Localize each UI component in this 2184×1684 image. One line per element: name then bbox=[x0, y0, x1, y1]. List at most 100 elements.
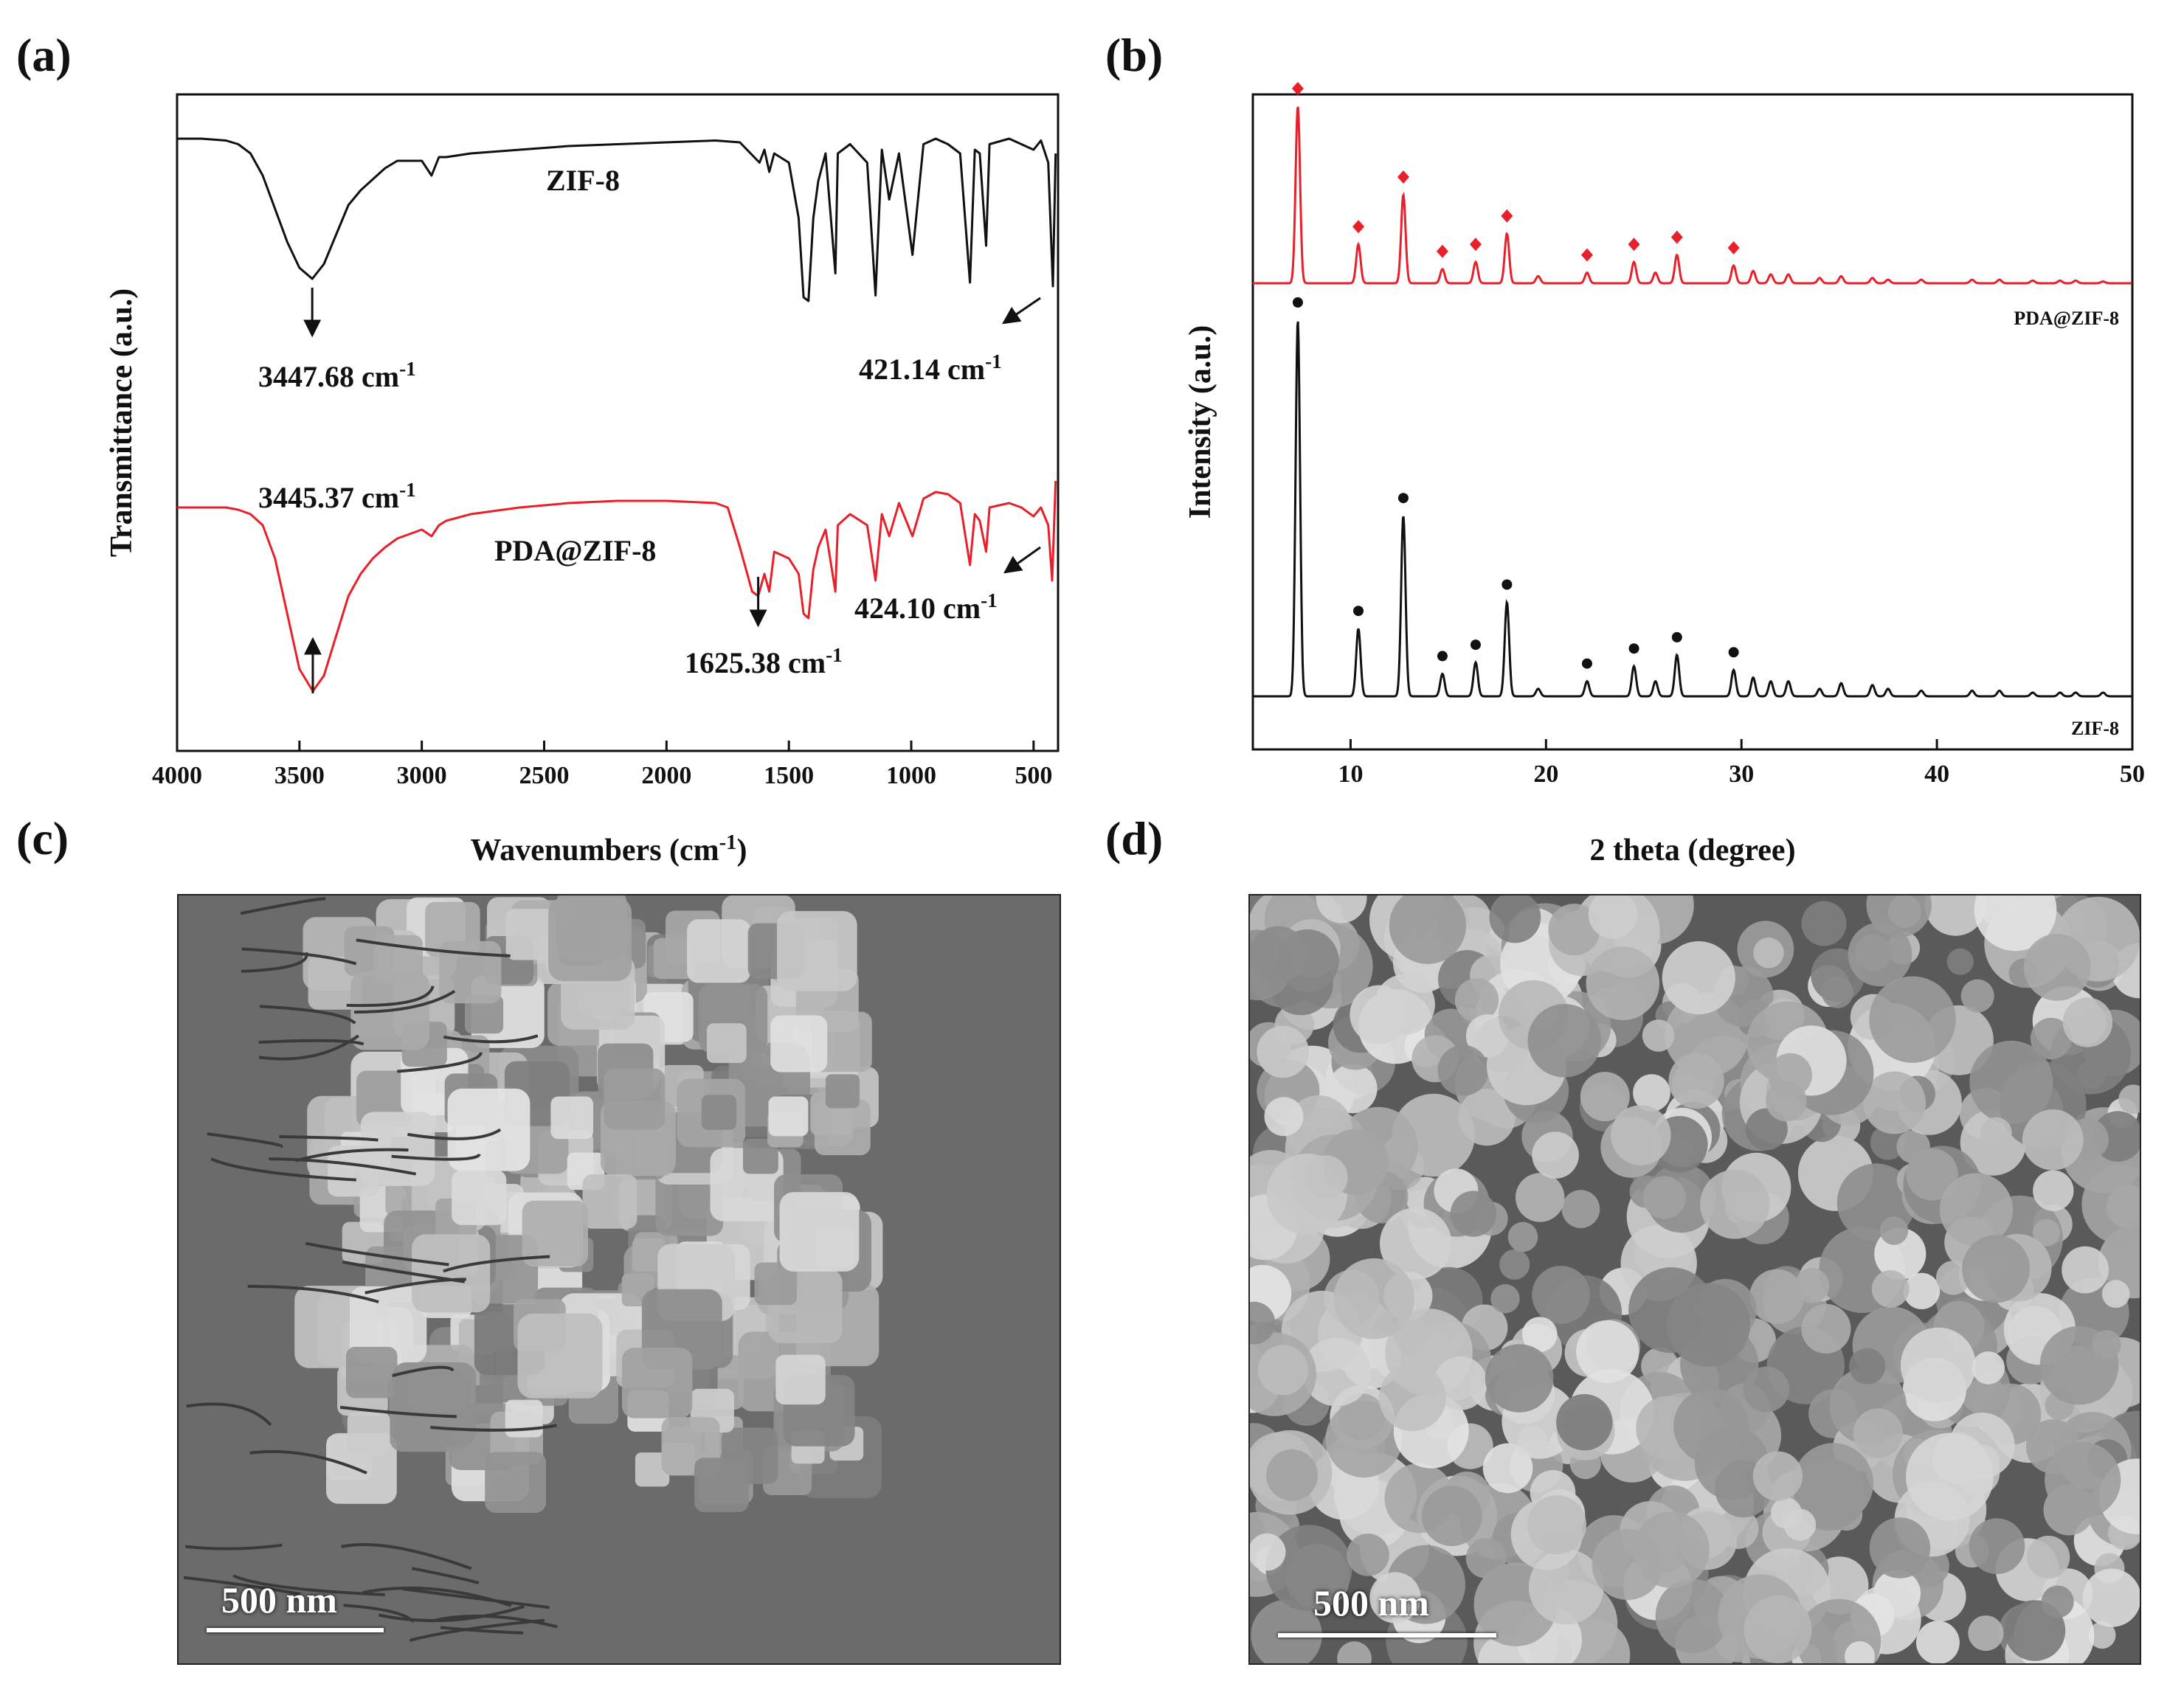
sem-particle bbox=[1770, 1497, 1803, 1529]
sem-particle bbox=[754, 1262, 798, 1306]
sem-crack bbox=[356, 938, 511, 957]
sem-particle bbox=[1437, 1044, 1489, 1096]
sem-crack bbox=[210, 1157, 356, 1182]
sem-crack bbox=[443, 1034, 539, 1044]
y-axis-title-b: Intensity (a.u.) bbox=[1183, 325, 1217, 519]
peak-marker-zif-8-7 bbox=[1628, 643, 1639, 654]
sem-particle bbox=[2098, 1226, 2140, 1299]
xrd-line-pda-zif-8 bbox=[1253, 106, 2132, 285]
sem-particle bbox=[1821, 976, 1853, 1008]
series-label-zif8-b: ZIF-8 bbox=[2071, 718, 2119, 739]
sem-particle bbox=[1250, 1533, 1286, 1571]
xrd-chart: 10 20 30 40 50 2 theta (degree) Intensity (a.u… bbox=[1183, 82, 2145, 867]
sem-particle bbox=[1962, 1235, 2031, 1303]
sem-crack bbox=[183, 1576, 301, 1596]
sem-particle bbox=[1863, 1071, 1926, 1134]
sem-particle bbox=[2022, 1109, 2084, 1171]
sem-particle bbox=[1527, 1495, 1586, 1555]
sem-particle bbox=[2032, 1219, 2061, 1247]
sem-particle bbox=[1794, 1458, 1866, 1531]
series-label-pda-zif8-b: PDA@ZIF-8 bbox=[2014, 308, 2119, 329]
sem-particle bbox=[1485, 1344, 1554, 1413]
sem-particle bbox=[1482, 1443, 1533, 1494]
sem-crack bbox=[411, 1567, 480, 1584]
sem-particle bbox=[1611, 1105, 1671, 1165]
plot-frame-b bbox=[1251, 93, 2134, 751]
sem-crack bbox=[305, 1241, 449, 1267]
x-axis-title-a: Wavenumbers (cm-1) bbox=[471, 831, 747, 868]
sem-particle bbox=[1333, 1258, 1414, 1340]
peak-marker-pda-zif-8-5 bbox=[1501, 209, 1513, 223]
y-axis-title-a: Transmittance (a.u.) bbox=[105, 288, 139, 557]
sem-particle bbox=[1304, 1155, 1348, 1199]
sem-particle bbox=[522, 1200, 588, 1267]
sem-particle bbox=[1768, 1053, 1812, 1097]
sem-particle bbox=[1633, 1074, 1670, 1112]
sem-particle bbox=[1434, 1356, 1487, 1410]
sem-particle bbox=[687, 919, 751, 983]
x-tick-label-b-3: 40 bbox=[1924, 760, 1949, 788]
sem-particle bbox=[1465, 1538, 1507, 1579]
sem-particle bbox=[621, 1348, 693, 1418]
panel-label-b: (b) bbox=[1105, 29, 1164, 81]
sem-particle bbox=[1507, 1222, 1538, 1252]
x-tick-label-b-0: 10 bbox=[1338, 760, 1363, 788]
sem-particle bbox=[2030, 1017, 2072, 1060]
sem-particle bbox=[1527, 1004, 1602, 1078]
panel-label-d: (d) bbox=[1105, 812, 1164, 864]
sem-particle bbox=[1250, 1301, 1276, 1345]
x-tick-label-b-1: 20 bbox=[1533, 760, 1558, 788]
sem-crack bbox=[279, 1134, 379, 1142]
peak-marker-pda-zif-8-3 bbox=[1436, 244, 1448, 258]
sem-particle bbox=[1489, 895, 1541, 943]
peak-marker-zif-8-2 bbox=[1397, 493, 1409, 504]
sem-particle bbox=[2023, 934, 2091, 1001]
peak-marker-zif-8-4 bbox=[1470, 640, 1481, 651]
sem-particle bbox=[1499, 1249, 1530, 1280]
sem-particle bbox=[1974, 895, 2057, 952]
sem-particle bbox=[1869, 1517, 1931, 1579]
sem-crack bbox=[346, 985, 435, 1008]
sem-particle bbox=[701, 1095, 737, 1130]
peak-marker-pda-zif-8-4 bbox=[1469, 238, 1482, 252]
sem-particle bbox=[550, 1096, 593, 1140]
sem-particle bbox=[1744, 1595, 1812, 1663]
sem-particle bbox=[1369, 1572, 1421, 1624]
peak-marker-zif-8-8 bbox=[1671, 631, 1682, 642]
series-label-pda-zif8-a: PDA@ZIF-8 bbox=[494, 534, 656, 567]
sem-particle bbox=[2082, 1568, 2140, 1627]
sem-particle bbox=[1752, 1451, 1803, 1501]
sem-crack bbox=[391, 1153, 481, 1161]
sem-particle bbox=[347, 1412, 390, 1455]
scale-label-d: 500 nm bbox=[1313, 1582, 1429, 1624]
sem-particle bbox=[1969, 1040, 2053, 1124]
sem-particle bbox=[582, 1174, 637, 1229]
sem-particle bbox=[1266, 1449, 1319, 1501]
peak-marker-zif-8-5 bbox=[1502, 579, 1513, 590]
sem-crack bbox=[258, 1039, 364, 1046]
sem-particle bbox=[1325, 1401, 1403, 1478]
sem-particle bbox=[1633, 1511, 1710, 1588]
sem-crack bbox=[443, 1255, 550, 1273]
sem-particle bbox=[825, 1074, 860, 1109]
sem-particle bbox=[1939, 1173, 2013, 1247]
sem-particle bbox=[1380, 1207, 1452, 1280]
sem-particle bbox=[1668, 1053, 1724, 1109]
sem-crack bbox=[240, 897, 326, 915]
peak-marker-zif-8-0 bbox=[1292, 297, 1303, 308]
sem-particle bbox=[439, 940, 502, 1004]
sem-particle bbox=[706, 1023, 747, 1064]
peak-marker-pda-zif-8-7 bbox=[1628, 238, 1640, 252]
sem-particle bbox=[1906, 1432, 1994, 1521]
sem-particle bbox=[465, 995, 504, 1034]
sem-particle bbox=[485, 1452, 546, 1513]
sem-particle bbox=[1743, 1366, 1789, 1413]
sem-particle bbox=[1924, 895, 1986, 936]
sem-particle bbox=[2092, 1330, 2121, 1359]
sem-crack bbox=[341, 1542, 472, 1570]
sem-particle bbox=[1749, 1269, 1805, 1324]
sem-texture-c bbox=[179, 895, 1060, 1663]
sem-particle bbox=[1532, 1266, 1590, 1324]
sem-particle bbox=[1302, 1337, 1372, 1407]
